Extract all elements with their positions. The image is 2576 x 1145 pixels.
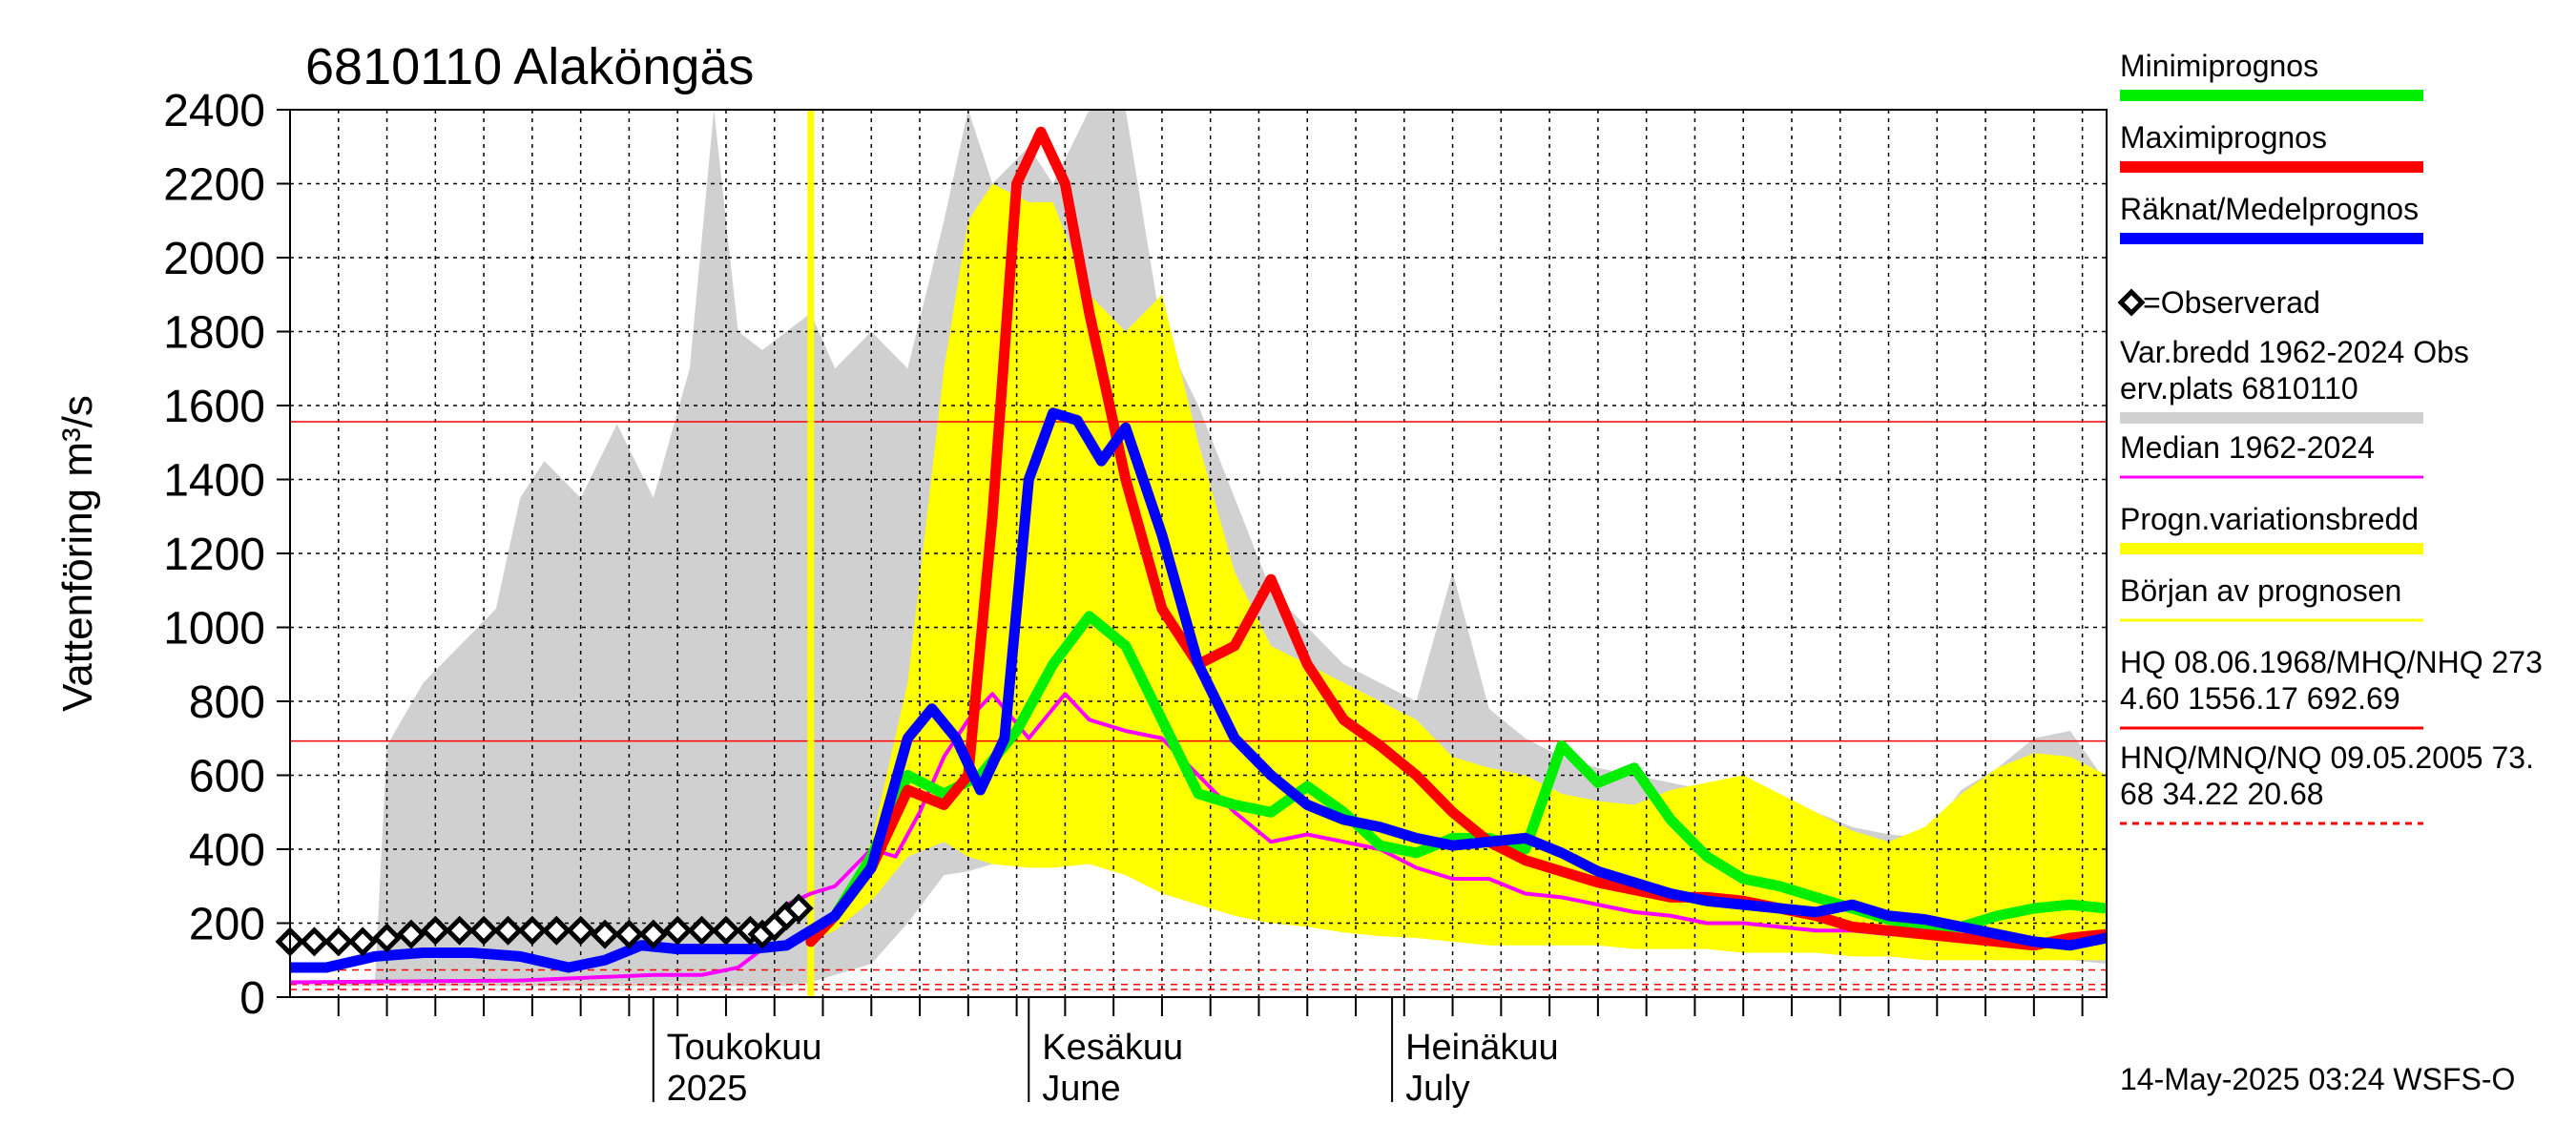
- observed-point: [396, 919, 426, 949]
- legend-label: HQ 08.06.1968/MHQ/NHQ 273: [2120, 645, 2543, 679]
- legend-label: Progn.variationsbredd: [2120, 502, 2419, 536]
- observed-point: [687, 915, 717, 946]
- legend-label-cont: erv.plats 6810110: [2120, 371, 2358, 406]
- legend-label-cont: 68 34.22 20.68: [2120, 777, 2324, 811]
- y-axis-label: Vattenföring m³/s: [54, 395, 101, 712]
- observed-point: [638, 919, 669, 949]
- footer-timestamp: 14-May-2025 03:24 WSFS-O: [2120, 1062, 2515, 1096]
- series-line-median-1962-2024: [290, 692, 2107, 985]
- observed-point: [323, 926, 354, 957]
- observed-point: [662, 915, 693, 946]
- month-sublabel: 2025: [667, 1069, 748, 1109]
- y-tick-label: 2200: [163, 160, 265, 211]
- month-sublabel: June: [1042, 1069, 1120, 1109]
- observed-point: [783, 893, 814, 924]
- legend-label: Räknat/Medelprognos: [2120, 192, 2419, 226]
- observed-point: [372, 923, 403, 953]
- y-tick-label: 2400: [163, 86, 265, 136]
- observed-point: [445, 915, 475, 946]
- chart-title: 6810110 Alaköngäs: [305, 38, 754, 95]
- y-tick-label: 1000: [163, 604, 265, 655]
- legend-observed-icon: [2117, 288, 2146, 317]
- observed-point: [711, 915, 741, 946]
- month-label: Kesäkuu: [1042, 1028, 1183, 1068]
- observed-point: [299, 926, 329, 957]
- y-tick-label: 400: [189, 825, 265, 876]
- y-tick-label: 1400: [163, 456, 265, 507]
- series-line-maximiprognos: [805, 126, 2107, 951]
- observed-point: [613, 919, 644, 949]
- legend-label-cont: 4.60 1556.17 692.69: [2120, 681, 2400, 716]
- y-tick-label: 600: [189, 752, 265, 802]
- observed-point: [420, 915, 450, 946]
- month-label: Heinäkuu: [1405, 1028, 1559, 1068]
- observed-point: [517, 915, 548, 946]
- observed-point: [541, 915, 571, 946]
- series-line-r-knat-medelprognos: [290, 407, 2107, 973]
- legend-label: Var.bredd 1962-2024 Obs: [2120, 335, 2469, 369]
- y-tick-label: 2000: [163, 234, 265, 284]
- y-tick-label: 1800: [163, 308, 265, 359]
- y-tick-label: 1600: [163, 382, 265, 432]
- legend-label: HNQ/MNQ/NQ 09.05.2005 73.: [2120, 740, 2534, 775]
- observed-point: [492, 915, 524, 946]
- month-label: Toukokuu: [667, 1028, 822, 1068]
- observed-point: [347, 926, 378, 957]
- observed-point: [468, 915, 499, 946]
- observed-point: [566, 915, 596, 946]
- band-1: [810, 183, 2107, 961]
- y-tick-label: 0: [239, 973, 265, 1024]
- legend-label: =Observerad: [2143, 285, 2320, 320]
- month-sublabel: July: [1405, 1069, 1470, 1109]
- y-tick-label: 1200: [163, 530, 265, 580]
- legend-label: Minimiprognos: [2120, 49, 2318, 83]
- y-tick-label: 200: [189, 900, 265, 950]
- legend-label: Början av prognosen: [2120, 573, 2401, 608]
- y-tick-label: 800: [189, 677, 265, 728]
- observed-point: [590, 919, 620, 949]
- legend-label: Median 1962-2024: [2120, 430, 2375, 465]
- legend-label: Maximiprognos: [2120, 120, 2327, 155]
